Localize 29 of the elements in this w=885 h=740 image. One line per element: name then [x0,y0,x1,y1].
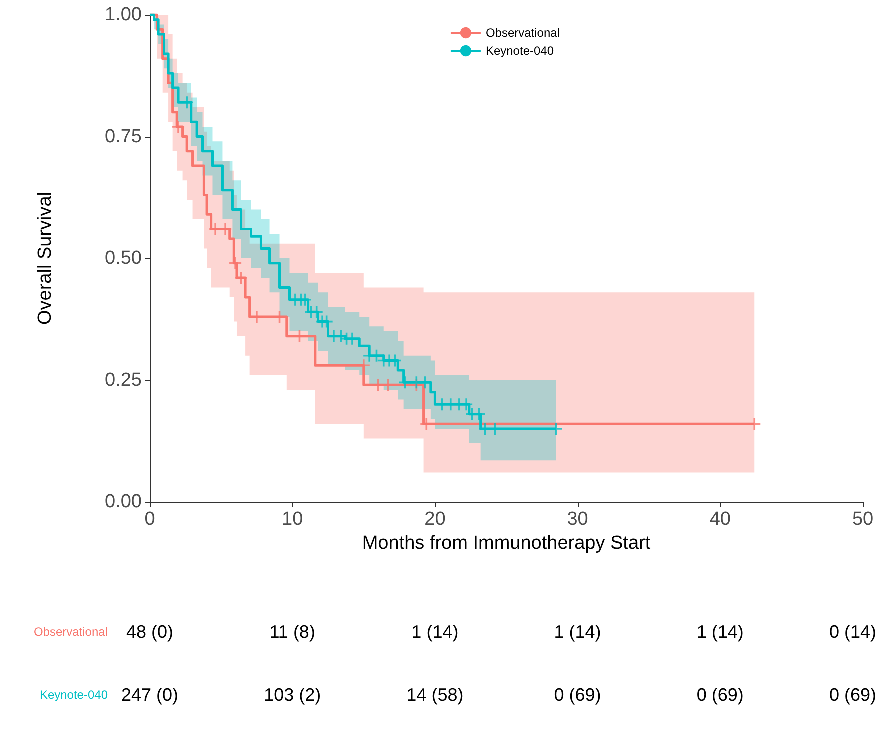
text: Keynote-040 [40,688,108,702]
text: 0 (69) [696,685,744,705]
legend-label: Observational [486,26,560,40]
x-tick-label: 30 [567,509,588,530]
y-tick-label: 1.00 [105,4,142,26]
y-tick-label: 0.75 [105,126,142,148]
text: 14 (58) [406,685,464,705]
text: 11 (8) [270,622,316,642]
x-tick-label: 40 [710,509,731,530]
y-tick-label: 0.50 [105,248,142,269]
text: 247 (0) [121,685,179,705]
text: 0 (14) [829,622,877,642]
x-tick-label: 20 [424,509,446,530]
x-tick-label: 50 [852,509,874,530]
text: 103 (2) [264,685,322,705]
text: 1 (14) [696,622,744,642]
y-tick-label: 0.25 [105,370,142,391]
y-axis-title: Overall Survival [35,192,56,326]
text: 0 (69) [554,685,602,705]
text: 48 (0) [126,622,174,642]
text: 1 (14) [554,622,602,642]
text: Observational [34,625,108,639]
text: 1 (14) [412,622,459,642]
y-tick-label: 0.00 [105,492,142,512]
x-tick-label: 10 [282,509,304,530]
x-axis-title: Months from Immunotherapy Start [362,532,652,554]
x-tick-label: 0 [144,509,156,530]
text: 0 (69) [829,685,877,705]
legend-label: Keynote-040 [486,44,554,58]
